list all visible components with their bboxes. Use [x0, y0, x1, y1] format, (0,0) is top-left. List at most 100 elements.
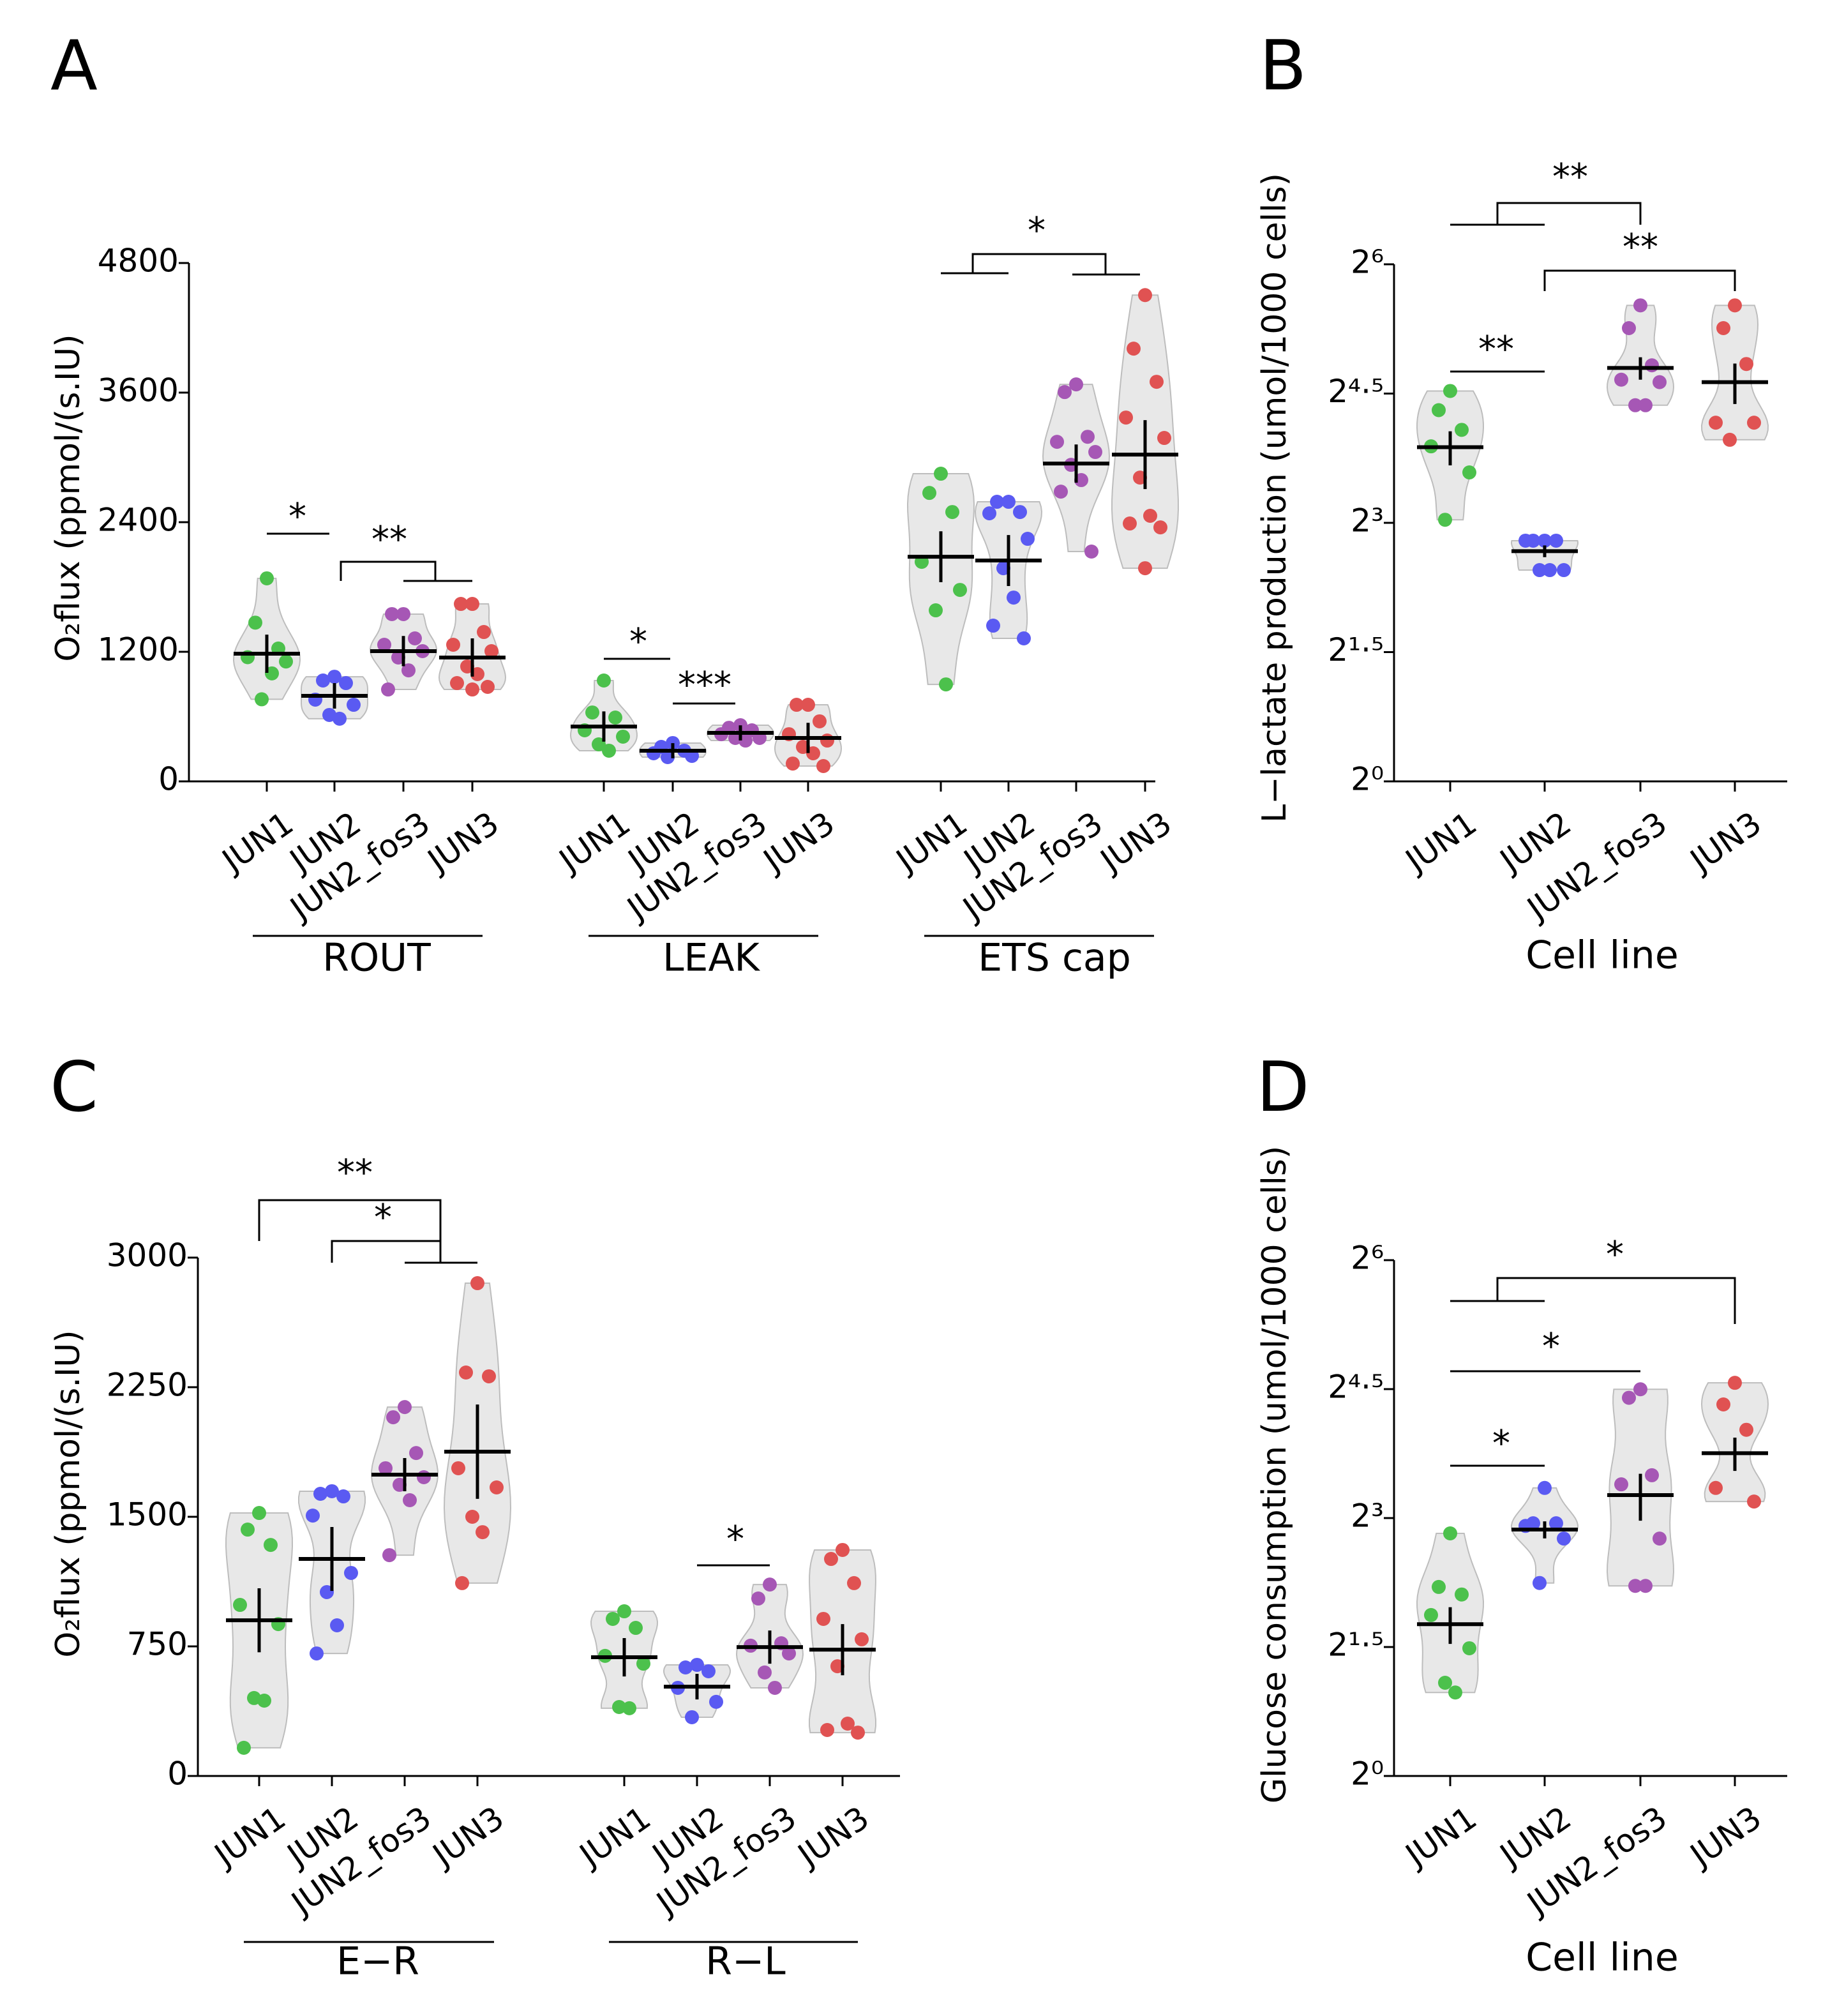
data-point	[1614, 1477, 1628, 1492]
data-point	[476, 1525, 490, 1540]
data-point	[1645, 358, 1659, 373]
y-tick-label: 2⁶	[1351, 1240, 1384, 1277]
data-point	[248, 615, 262, 630]
x-tick-label: JUN3	[790, 1799, 876, 1874]
data-point	[1438, 513, 1452, 527]
data-point	[252, 1506, 266, 1521]
data-point	[1518, 533, 1533, 548]
data-point	[666, 735, 680, 750]
panel-label: C	[50, 1048, 98, 1127]
data-point	[237, 1740, 251, 1755]
data-point	[417, 1470, 431, 1485]
data-point	[841, 1716, 855, 1731]
data-point	[454, 597, 468, 612]
data-point	[1614, 372, 1628, 387]
data-point	[816, 1611, 830, 1626]
data-point	[310, 1646, 324, 1661]
data-point	[1622, 1390, 1636, 1405]
data-point	[685, 1710, 699, 1724]
significance-label: *	[374, 1197, 392, 1238]
data-point	[608, 711, 622, 725]
significance-label: *	[289, 496, 306, 538]
group-label: ROUT	[322, 936, 431, 981]
data-point	[1728, 298, 1742, 313]
y-axis-label: O₂flux (ppmol/(s.IU)	[49, 334, 87, 661]
data-point	[855, 1632, 869, 1646]
significance-bracket	[1450, 1277, 1736, 1324]
data-point	[377, 638, 391, 652]
data-point	[477, 625, 491, 640]
significance-bracket	[340, 560, 472, 582]
data-point	[1001, 495, 1016, 509]
data-point	[1533, 1576, 1547, 1590]
data-point	[1538, 533, 1552, 548]
data-point	[1653, 375, 1667, 389]
data-point	[1557, 1531, 1571, 1546]
data-point	[709, 1694, 723, 1709]
data-point	[1153, 520, 1167, 535]
data-point	[241, 1523, 255, 1537]
data-point	[257, 1693, 271, 1708]
data-point	[1054, 485, 1068, 499]
data-point	[1557, 563, 1571, 578]
data-point	[386, 1410, 400, 1425]
data-point	[1081, 430, 1095, 444]
y-tick-label: 2³	[1351, 1498, 1384, 1535]
data-point	[1549, 533, 1563, 548]
y-tick-label: 4800	[98, 243, 179, 280]
y-tick-label: 2⁴·⁵	[1328, 373, 1384, 410]
data-point	[1628, 398, 1642, 412]
x-tick-label: JUN3	[1683, 804, 1768, 880]
data-point	[1462, 465, 1476, 480]
significance-label: *	[1492, 1423, 1510, 1464]
y-tick-label: 0	[167, 1756, 188, 1793]
y-tick-label: 2³	[1351, 502, 1384, 539]
data-point	[945, 505, 959, 520]
data-point	[347, 698, 361, 712]
x-tick-label: JUN1	[889, 804, 974, 880]
data-point	[1723, 432, 1737, 447]
data-point	[986, 619, 1000, 633]
x-tick-label: JUN3	[1093, 804, 1178, 880]
data-point	[482, 1369, 496, 1383]
data-point	[1069, 377, 1083, 392]
x-tick-label: JUN1	[214, 804, 300, 880]
data-point	[484, 643, 499, 658]
group-label: E−R	[336, 1939, 419, 1984]
group-label: ETS cap	[978, 936, 1131, 981]
data-point	[612, 1700, 626, 1715]
data-point	[1549, 1516, 1563, 1531]
data-point	[490, 1480, 504, 1494]
data-point	[381, 682, 395, 697]
data-point	[847, 1576, 861, 1590]
data-point	[1462, 1641, 1476, 1655]
data-point	[751, 1591, 765, 1606]
data-point	[820, 733, 834, 748]
data-point	[733, 718, 747, 733]
data-point	[1638, 398, 1653, 412]
y-tick-label: 2¹·⁵	[1328, 1627, 1384, 1664]
group-label: R−L	[705, 1939, 786, 1984]
data-point	[1138, 561, 1152, 576]
x-tick-label: JUN3	[1683, 1799, 1768, 1874]
x-tick-label: JUN1	[1398, 804, 1483, 880]
data-point	[1443, 1526, 1457, 1541]
data-point	[1455, 1587, 1469, 1602]
data-point	[1021, 532, 1035, 546]
data-point	[701, 1664, 716, 1678]
data-point	[647, 746, 661, 761]
x-axis-label: Cell line	[1526, 933, 1679, 978]
data-point	[465, 682, 479, 697]
data-point	[1143, 509, 1157, 523]
data-point	[820, 1723, 834, 1738]
significance-label: **	[1623, 227, 1658, 268]
data-point	[786, 756, 800, 771]
data-point	[451, 1461, 465, 1475]
y-tick-label: 2⁰	[1351, 1756, 1384, 1793]
data-point	[401, 663, 416, 678]
data-point	[1123, 516, 1137, 531]
data-point	[1628, 1579, 1642, 1593]
data-point	[758, 1665, 772, 1680]
data-point	[1150, 375, 1164, 389]
